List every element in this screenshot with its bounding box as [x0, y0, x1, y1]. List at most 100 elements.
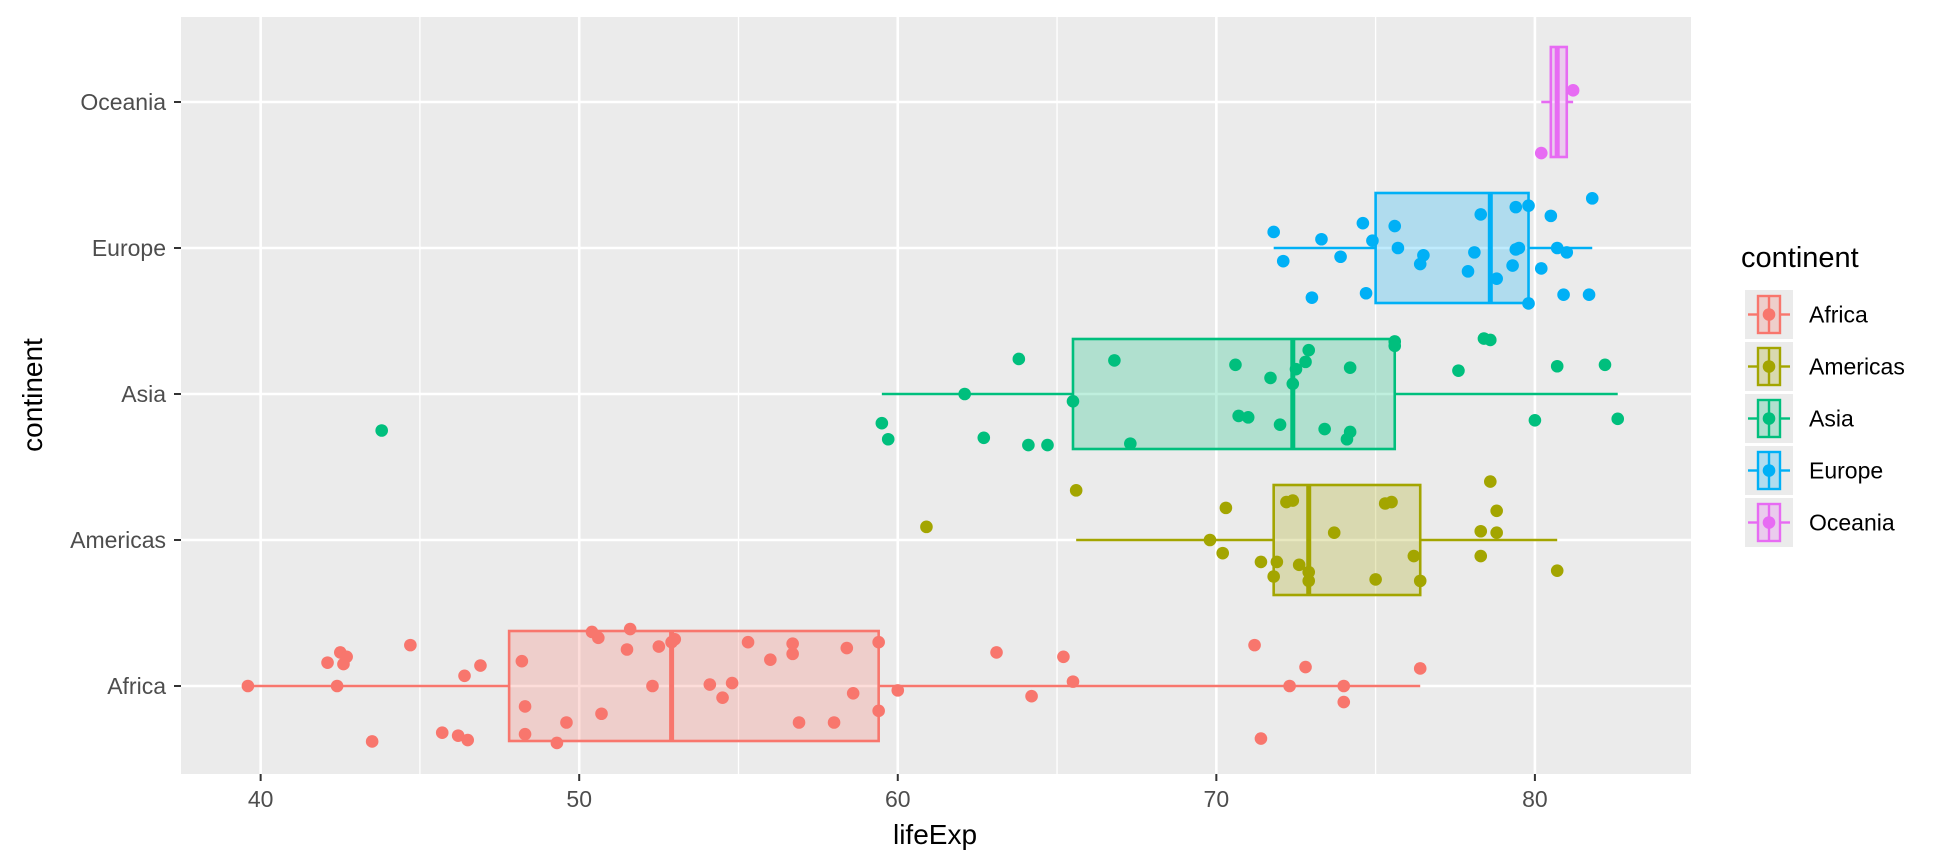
data-point: [1273, 418, 1287, 431]
data-point: [1566, 84, 1580, 97]
legend: continent Africa Americas Asia Europe Oceani…: [1741, 242, 1905, 547]
data-point: [1461, 265, 1475, 278]
data-point: [1560, 246, 1574, 259]
data-point: [1124, 437, 1137, 450]
data-point: [340, 650, 353, 664]
data-point: [792, 716, 806, 729]
data-point: [330, 679, 344, 693]
data-point: [1544, 209, 1558, 223]
data-point: [451, 729, 465, 742]
data-point: [1025, 689, 1038, 703]
data-point: [1598, 358, 1612, 372]
data-point: [1490, 504, 1503, 518]
data-point: [1585, 192, 1599, 205]
data-point: [560, 716, 573, 729]
data-point: [1327, 526, 1341, 539]
data-point: [595, 707, 608, 721]
data-point: [620, 643, 634, 656]
data-point: [241, 679, 255, 693]
y-tick-label: Oceania: [80, 89, 166, 115]
data-point: [1299, 660, 1312, 674]
data-point: [623, 622, 637, 636]
data-point: [1267, 570, 1280, 583]
data-point: [1417, 249, 1430, 262]
data-point: [741, 635, 755, 649]
data-point: [1315, 232, 1328, 246]
data-point: [1337, 679, 1351, 693]
data-point: [977, 431, 991, 445]
data-point: [646, 679, 659, 693]
legend-item-europe: Europe: [1745, 446, 1883, 495]
x-tick-label: 70: [1204, 786, 1230, 812]
data-point: [1302, 343, 1316, 357]
data-point: [1108, 354, 1121, 367]
data-point: [592, 631, 605, 645]
legend-key-point: [1762, 516, 1776, 529]
y-axis: Africa Americas Asia Europe Oceania: [70, 89, 181, 699]
legend-label: Africa: [1809, 302, 1868, 328]
legend-item-africa: Africa: [1745, 290, 1868, 339]
data-point: [1550, 359, 1564, 373]
data-point: [725, 676, 739, 690]
data-point: [1452, 364, 1465, 377]
data-point: [1343, 361, 1357, 375]
data-point: [1391, 241, 1405, 255]
data-point: [920, 520, 933, 534]
data-point: [1286, 494, 1300, 507]
x-tick-label: 40: [248, 786, 274, 812]
data-point: [1305, 291, 1319, 304]
data-point: [1302, 565, 1316, 579]
legend-title: continent: [1741, 242, 1859, 274]
legend-item-oceania: Oceania: [1745, 498, 1895, 547]
data-point: [1388, 219, 1402, 233]
data-point: [1229, 358, 1242, 372]
box: [1071, 337, 1397, 451]
data-point: [1216, 546, 1230, 560]
data-point: [1283, 679, 1296, 693]
y-tick-label: Africa: [107, 673, 166, 699]
data-point: [1302, 574, 1316, 588]
major-gridlines: [181, 17, 1691, 774]
data-point: [1292, 558, 1306, 572]
data-point: [1509, 200, 1523, 214]
data-point: [1522, 297, 1535, 310]
data-point: [1343, 425, 1357, 439]
data-point: [1550, 241, 1564, 255]
data-point: [1490, 272, 1503, 285]
data-point: [1484, 333, 1497, 347]
data-point: [1241, 411, 1255, 424]
data-point: [321, 656, 334, 669]
data-point: [1066, 675, 1080, 688]
x-tick-label: 80: [1522, 786, 1548, 812]
data-point: [1474, 208, 1488, 221]
data-point: [1356, 216, 1370, 230]
data-point: [1318, 422, 1331, 436]
y-axis-title: continent: [17, 338, 48, 452]
data-point: [1468, 246, 1481, 259]
data-point: [1534, 262, 1548, 275]
data-point: [846, 687, 860, 700]
legend-label: Asia: [1809, 406, 1854, 432]
x-axis-title: lifeExp: [893, 819, 977, 850]
data-point: [652, 640, 666, 653]
data-point: [1522, 199, 1535, 212]
data-point: [1611, 412, 1625, 426]
y-tick-label: Asia: [121, 381, 166, 407]
data-point: [1069, 484, 1083, 497]
legend-label: Europe: [1809, 458, 1883, 484]
series-oceania: [1534, 45, 1580, 160]
data-point: [404, 638, 417, 652]
data-point: [786, 647, 799, 661]
data-point: [1512, 241, 1526, 255]
data-point: [1254, 555, 1268, 569]
data-point: [1490, 526, 1503, 539]
data-point: [703, 678, 717, 691]
y-tick-label: Europe: [92, 235, 166, 261]
data-point: [668, 632, 682, 646]
data-point: [1534, 146, 1548, 160]
data-point: [1270, 555, 1284, 569]
data-point: [518, 727, 532, 741]
series-americas: [920, 475, 1564, 597]
data-point: [1299, 355, 1312, 369]
legend-label: Oceania: [1809, 510, 1895, 536]
